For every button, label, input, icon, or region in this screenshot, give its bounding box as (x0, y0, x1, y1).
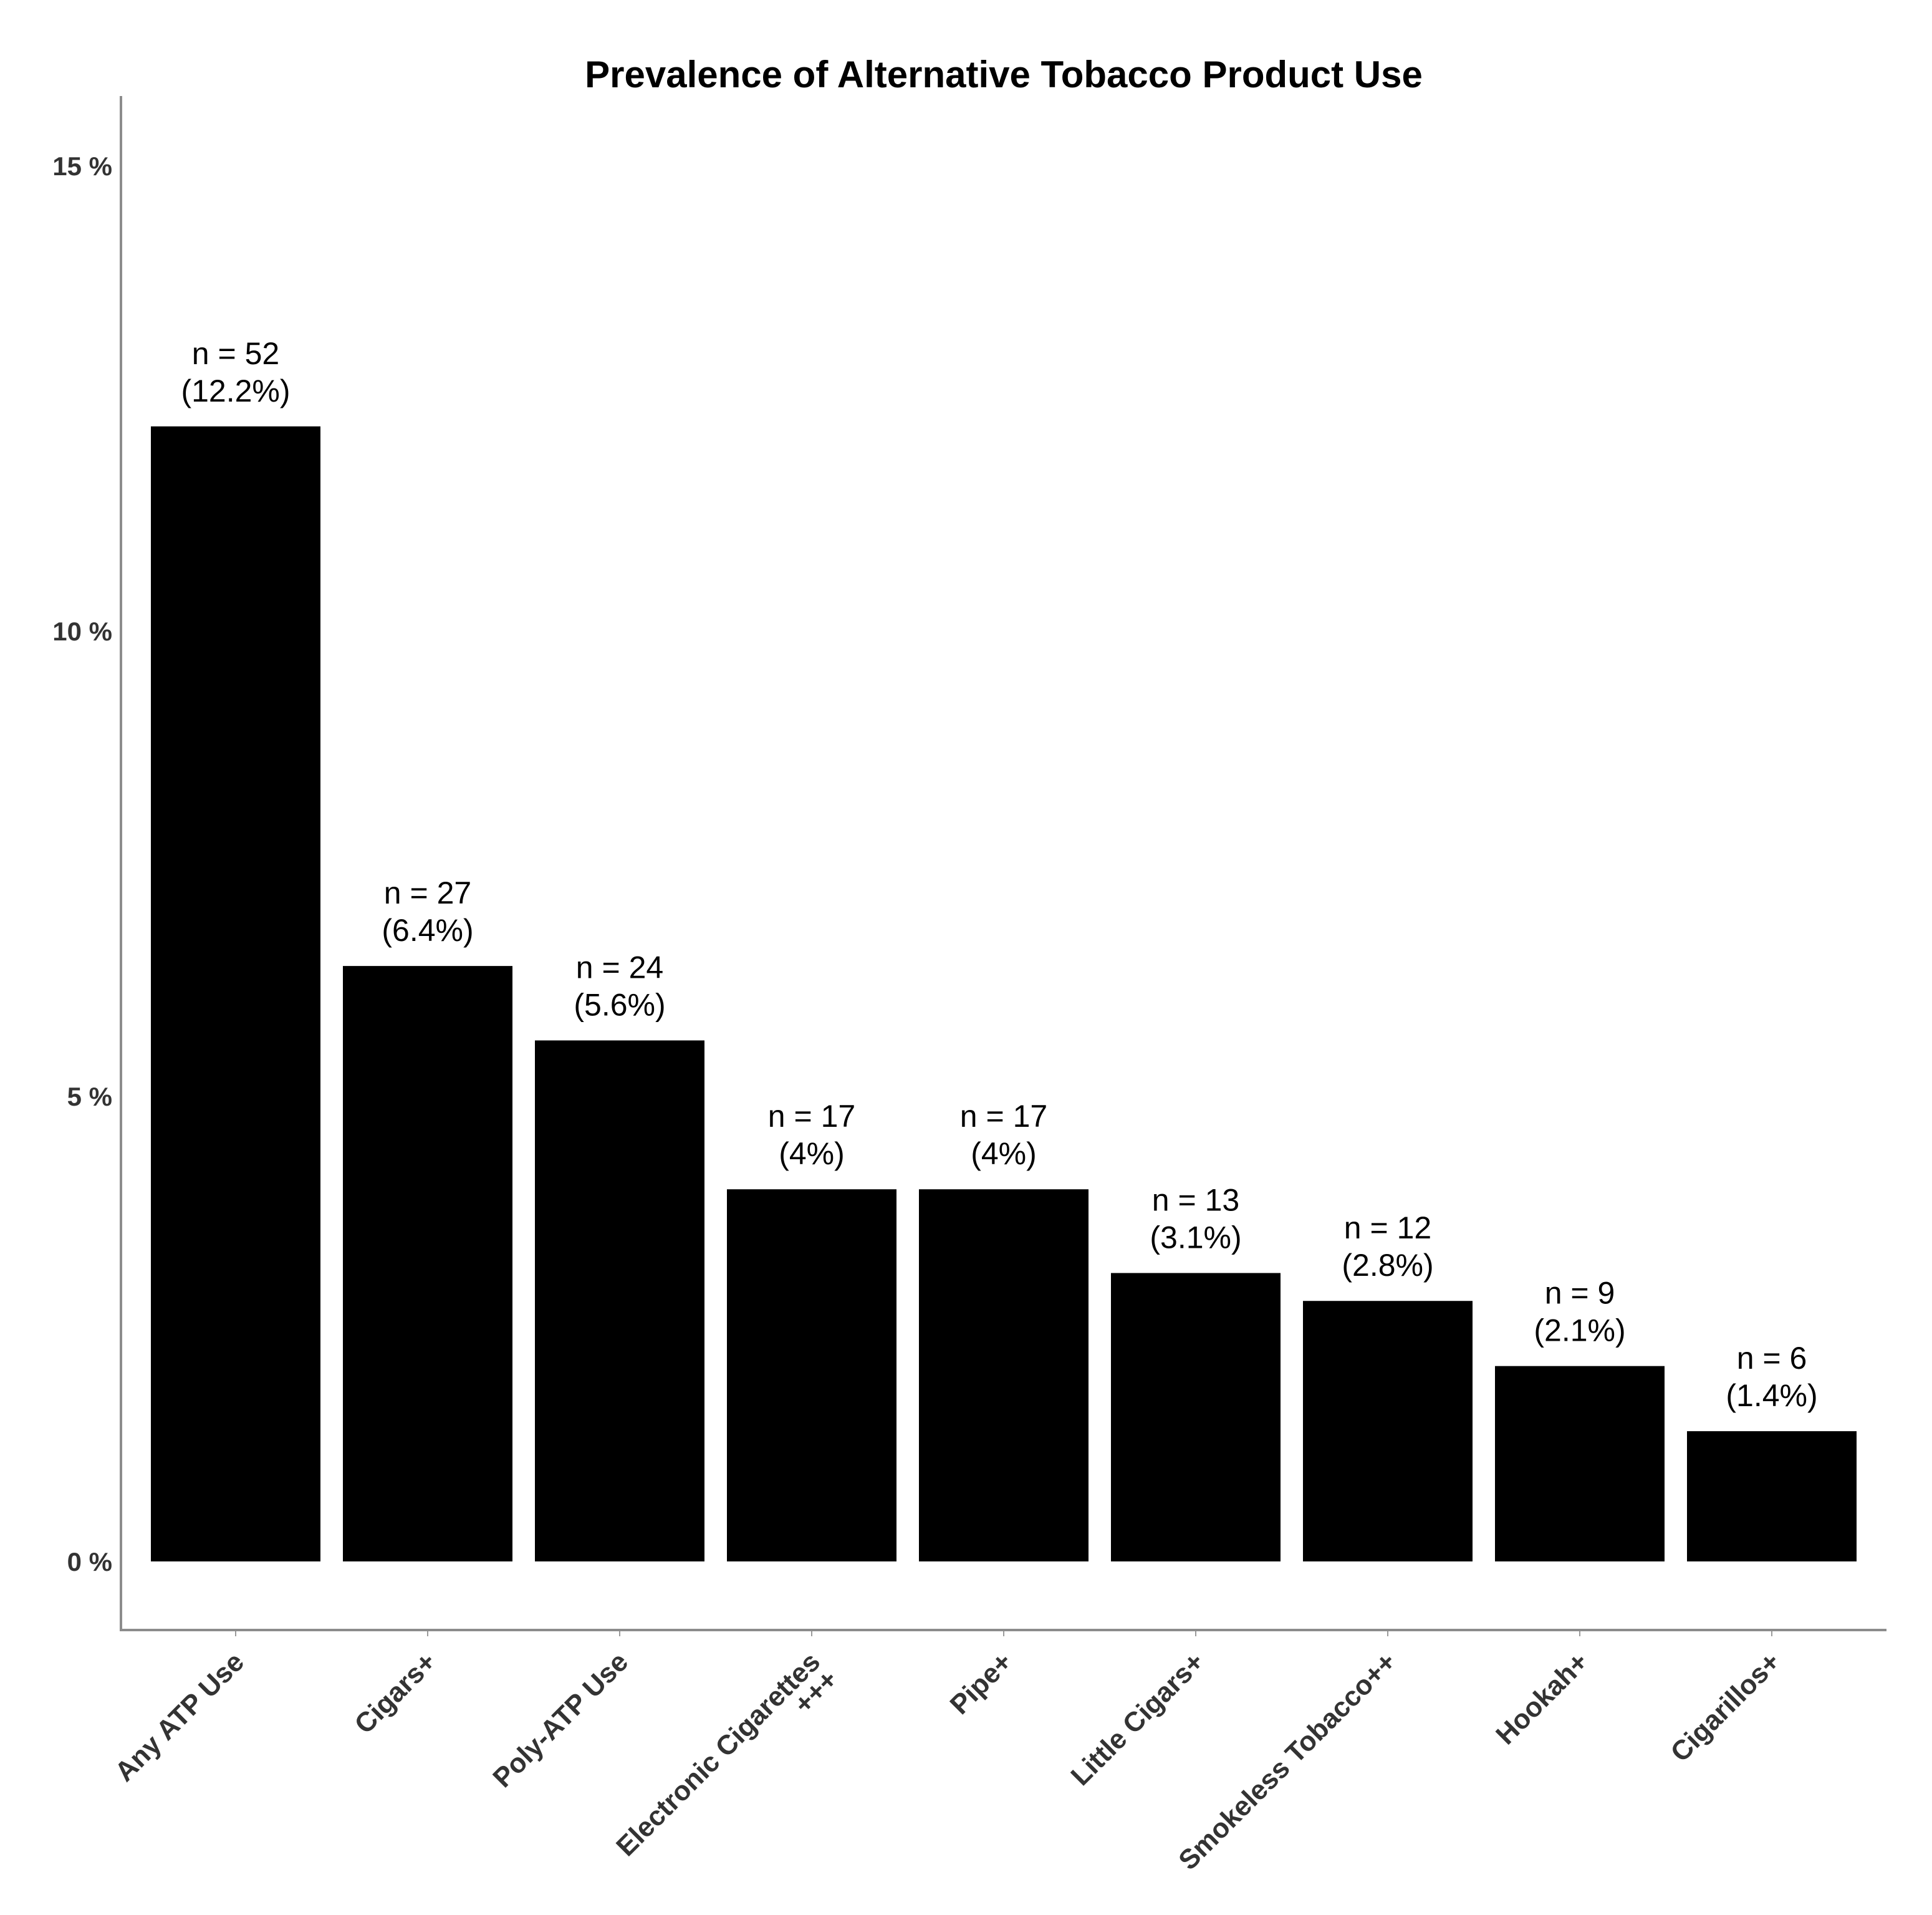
bar-count-label: n = 9 (1545, 1276, 1615, 1311)
bar-value-label: (12.2%) (181, 374, 290, 408)
x-tick-label-line: Cigars+ (348, 1646, 442, 1740)
bar-value-label: (4%) (779, 1136, 845, 1171)
y-tick-label: 10 % (52, 617, 112, 646)
bar-count-label: n = 13 (1152, 1182, 1239, 1217)
x-tick-label: Hookah+ (1490, 1646, 1594, 1750)
bar (151, 426, 320, 1561)
x-tick-label-line: Pipe+ (944, 1646, 1019, 1720)
y-tick-label: 0 % (67, 1547, 112, 1576)
x-tick-label: Little Cigars+ (1065, 1646, 1210, 1792)
x-tick-label-line: Little Cigars+ (1065, 1646, 1210, 1792)
bar (343, 966, 512, 1561)
bar-value-label: (1.4%) (1726, 1378, 1817, 1413)
x-tick-label: Cigars+ (348, 1646, 442, 1740)
bar-count-label: n = 52 (192, 336, 279, 371)
bar-value-label: (6.4%) (382, 913, 473, 948)
bar-value-label: (2.8%) (1342, 1248, 1433, 1283)
x-tick-label-line: Smokeless Tobacco++ (1173, 1646, 1402, 1876)
bar-value-label: (5.6%) (574, 987, 665, 1022)
x-tick-label: Poly-ATP Use (487, 1646, 634, 1793)
y-axis-ticks: 0 % 5 % 10 % 15 % (52, 152, 112, 1576)
x-tick-label: Smokeless Tobacco++ (1173, 1646, 1402, 1876)
x-tick-label-line: Electronic Cigarettes (610, 1646, 826, 1862)
bar-value-label: (2.1%) (1534, 1313, 1625, 1348)
bar (1111, 1273, 1281, 1561)
bar (1687, 1431, 1857, 1561)
bar-count-label: n = 17 (768, 1099, 855, 1134)
bar (1303, 1301, 1473, 1561)
bar (727, 1189, 896, 1561)
x-tick-label: Electronic Cigarettes+++ (610, 1646, 843, 1879)
bar-count-label: n = 24 (576, 950, 663, 985)
x-tick-label: Any ATP Use (109, 1646, 250, 1787)
x-axis-ticks (235, 1631, 1772, 1636)
bar-count-label: n = 12 (1344, 1210, 1431, 1245)
bar-count-label: n = 27 (384, 875, 471, 910)
bars-group (151, 426, 1857, 1561)
x-tick-label-line: Any ATP Use (109, 1646, 250, 1787)
bar (919, 1189, 1089, 1561)
data-labels-group: n = 52(12.2%) n = 27(6.4%) n = 24(5.6%) n =… (181, 336, 1817, 1413)
bar-value-label: (3.1%) (1150, 1220, 1241, 1255)
x-tick-label-line: Hookah+ (1490, 1646, 1594, 1750)
bar (535, 1040, 704, 1561)
bar-count-label: n = 17 (960, 1099, 1047, 1134)
bar-count-label: n = 6 (1737, 1341, 1807, 1376)
x-tick-label-line: Poly-ATP Use (487, 1646, 634, 1793)
x-tick-label: Cigarillos+ (1665, 1646, 1786, 1768)
y-tick-label: 5 % (67, 1082, 112, 1111)
x-axis-labels: Any ATP Use Cigars+ Poly-ATP UseElectronic… (109, 1646, 1786, 1879)
chart-title: Prevalence of Alternative Tobacco Produc… (585, 54, 1423, 95)
bar-value-label: (4%) (971, 1136, 1037, 1171)
x-tick-label-line: Cigarillos+ (1665, 1646, 1786, 1768)
bar (1495, 1366, 1665, 1561)
x-tick-label: Pipe+ (944, 1646, 1019, 1720)
y-tick-label: 15 % (52, 152, 112, 181)
